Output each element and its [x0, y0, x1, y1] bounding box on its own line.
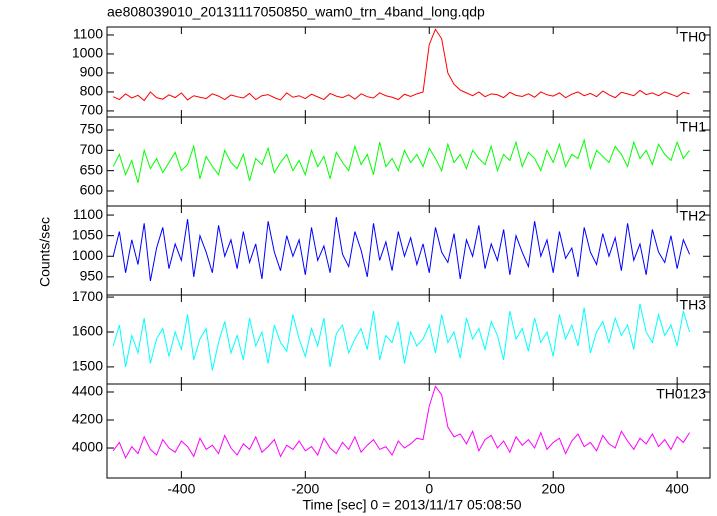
y-tick-label: 750: [80, 121, 104, 137]
x-tick-label: 400: [665, 481, 689, 497]
data-line: [112, 138, 690, 183]
y-tick-label: 4000: [72, 439, 103, 455]
y-tick-label: 1700: [72, 288, 103, 304]
series-label: TH1: [680, 119, 707, 135]
data-line: [112, 385, 690, 459]
series-label: TH2: [680, 208, 707, 224]
y-tick-label: 1000: [72, 45, 103, 61]
data-line: [112, 217, 691, 282]
series-label: TH3: [680, 297, 707, 313]
y-tick-label: 1000: [72, 247, 103, 263]
data-line: [112, 303, 691, 371]
x-tick-label: 0: [425, 481, 433, 497]
y-tick-label: 1600: [72, 323, 103, 339]
y-tick-label: 800: [80, 83, 104, 99]
y-tick-label: 700: [80, 102, 104, 118]
y-tick-label: 900: [80, 64, 104, 80]
y-tick-label: 950: [80, 268, 104, 284]
y-tick-label: 600: [80, 182, 104, 198]
y-tick-label: 4400: [72, 383, 103, 399]
y-tick-label: 4200: [72, 411, 103, 427]
x-tick-label: -400: [167, 481, 195, 497]
y-tick-label: 1050: [72, 226, 103, 242]
x-axis-label: Time [sec] 0 = 2013/11/17 05:08:50: [302, 497, 521, 513]
y-tick-label: 650: [80, 161, 104, 177]
y-tick-label: 1100: [73, 26, 103, 42]
y-tick-label: 700: [80, 141, 104, 157]
series-label: TH0: [680, 29, 707, 45]
data-line: [112, 28, 690, 102]
y-tick-label: 1100: [73, 206, 103, 222]
y-axis-label: Counts/sec: [37, 217, 53, 287]
panel-frame: [106, 383, 711, 479]
x-tick-label: -200: [291, 481, 319, 497]
series-label: TH0123: [656, 386, 706, 402]
panel-frame: [106, 26, 711, 118]
panel-frame: [106, 294, 711, 385]
panel-frame: [106, 116, 711, 207]
x-tick-label: 200: [542, 481, 566, 497]
y-tick-label: 1500: [72, 358, 103, 374]
chart-title: ae808039010_20131117050850_wam0_trn_4ban…: [107, 4, 485, 20]
